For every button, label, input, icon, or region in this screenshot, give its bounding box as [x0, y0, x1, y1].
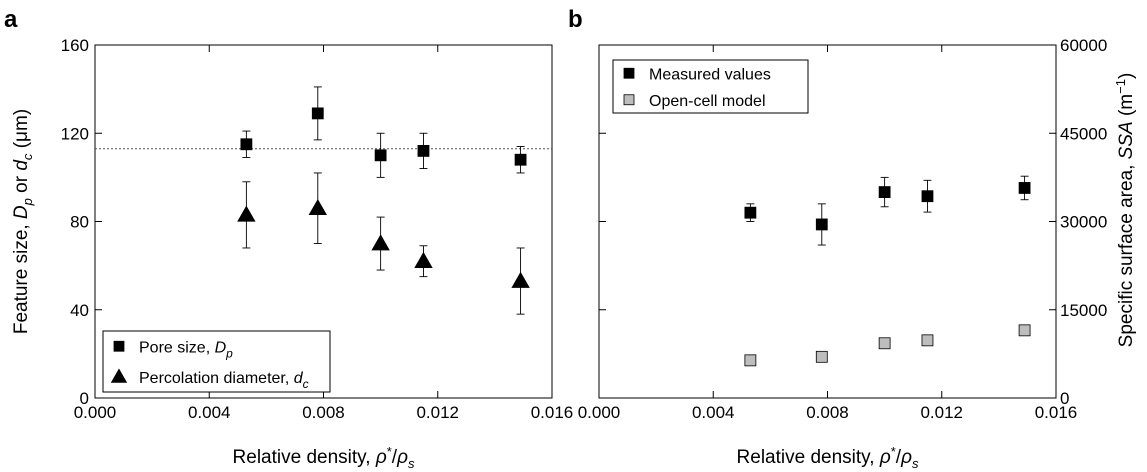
y-tick-label: 30000	[1060, 213, 1107, 232]
label-part: Relative density,	[233, 447, 376, 468]
label-part: Relative density,	[737, 447, 880, 468]
label-part: (m	[1116, 94, 1137, 121]
label-part: s	[912, 456, 919, 471]
series-1	[745, 325, 1030, 366]
data-point	[1019, 182, 1030, 193]
data-point	[879, 187, 890, 198]
y-tick-label: 15000	[1060, 301, 1107, 320]
data-point	[418, 145, 429, 156]
data-point	[816, 351, 827, 362]
y-tick-label: 0	[80, 389, 89, 408]
data-point	[309, 200, 326, 215]
label-part: −1	[1113, 79, 1128, 94]
series-0	[745, 176, 1030, 245]
label-part: SSA	[1116, 121, 1137, 159]
legend-marker	[624, 68, 634, 78]
y-tick-label: 0	[1060, 389, 1069, 408]
y-tick-label: 40	[70, 301, 89, 320]
x-tick-label: 0.012	[920, 403, 963, 422]
data-point	[922, 335, 933, 346]
x-tick-label: 0.008	[302, 403, 345, 422]
data-point	[816, 219, 827, 230]
label-part: Percolation diameter,	[139, 370, 294, 387]
series-0	[241, 87, 526, 177]
data-point	[515, 154, 526, 165]
x-tick-label: 0.004	[188, 403, 231, 422]
label-part: Measured values	[649, 66, 771, 83]
label-part: Pore size,	[139, 339, 215, 356]
label-part: or	[11, 171, 32, 198]
data-point	[312, 108, 323, 119]
y-tick-label: 160	[61, 36, 89, 55]
data-point	[922, 191, 933, 202]
panel-letter: b	[568, 6, 583, 33]
x-axis-label: Relative density, ρ*/ρs	[233, 444, 415, 471]
y-tick-label: 120	[61, 124, 89, 143]
legend-label: Open-cell model	[649, 93, 766, 110]
label-part: Specific surface area,	[1116, 159, 1137, 347]
label-part: ρ	[879, 447, 891, 468]
label-part: Open-cell model	[649, 93, 766, 110]
data-point	[879, 338, 890, 349]
label-part: ρ	[375, 447, 387, 468]
data-point	[241, 139, 252, 150]
y-axis-label: Feature size, Dp or dc (μm)	[11, 109, 35, 334]
legend-label: Measured values	[649, 66, 771, 83]
panel-a: a0.000 0.004 0.008 0.012 0.01604080120160Rel…	[4, 6, 573, 471]
data-point	[238, 206, 255, 221]
x-tick-label: 0.000	[578, 403, 621, 422]
label-part: ρ	[900, 447, 912, 468]
label-part: D	[215, 339, 227, 356]
label-part: p	[20, 198, 35, 206]
data-point	[415, 253, 432, 268]
x-tick-label: 0.016	[1035, 403, 1078, 422]
label-part: D	[11, 205, 32, 219]
legend-marker	[624, 95, 634, 105]
data-point	[745, 207, 756, 218]
legend-marker	[114, 341, 124, 351]
y-axis-label: Specific surface area, SSA (m−1)	[1113, 73, 1137, 348]
y-tick-label: 80	[70, 213, 89, 232]
data-point	[375, 150, 386, 161]
x-tick-label: 0.012	[416, 403, 459, 422]
label-part: p	[225, 346, 233, 360]
label-part: )	[1116, 73, 1137, 79]
data-point	[1019, 325, 1030, 336]
x-tick-label: 0.016	[531, 403, 574, 422]
data-point	[372, 235, 389, 250]
series-1	[238, 173, 529, 314]
y-tick-label: 60000	[1060, 36, 1107, 55]
label-part: c	[303, 377, 309, 391]
legend: Measured values Open-cell model	[613, 60, 808, 113]
x-tick-label: 0.004	[692, 403, 735, 422]
label-part: (μm)	[11, 109, 32, 154]
label-part: ρ	[396, 447, 408, 468]
y-tick-label: 45000	[1060, 124, 1107, 143]
panel-letter: a	[4, 6, 18, 33]
data-point	[512, 273, 529, 288]
data-point	[745, 355, 756, 366]
x-axis-label: Relative density, ρ*/ρs	[737, 444, 919, 471]
x-tick-label: 0.008	[806, 403, 849, 422]
label-part: s	[408, 456, 415, 471]
label-part: Feature size,	[11, 219, 32, 334]
